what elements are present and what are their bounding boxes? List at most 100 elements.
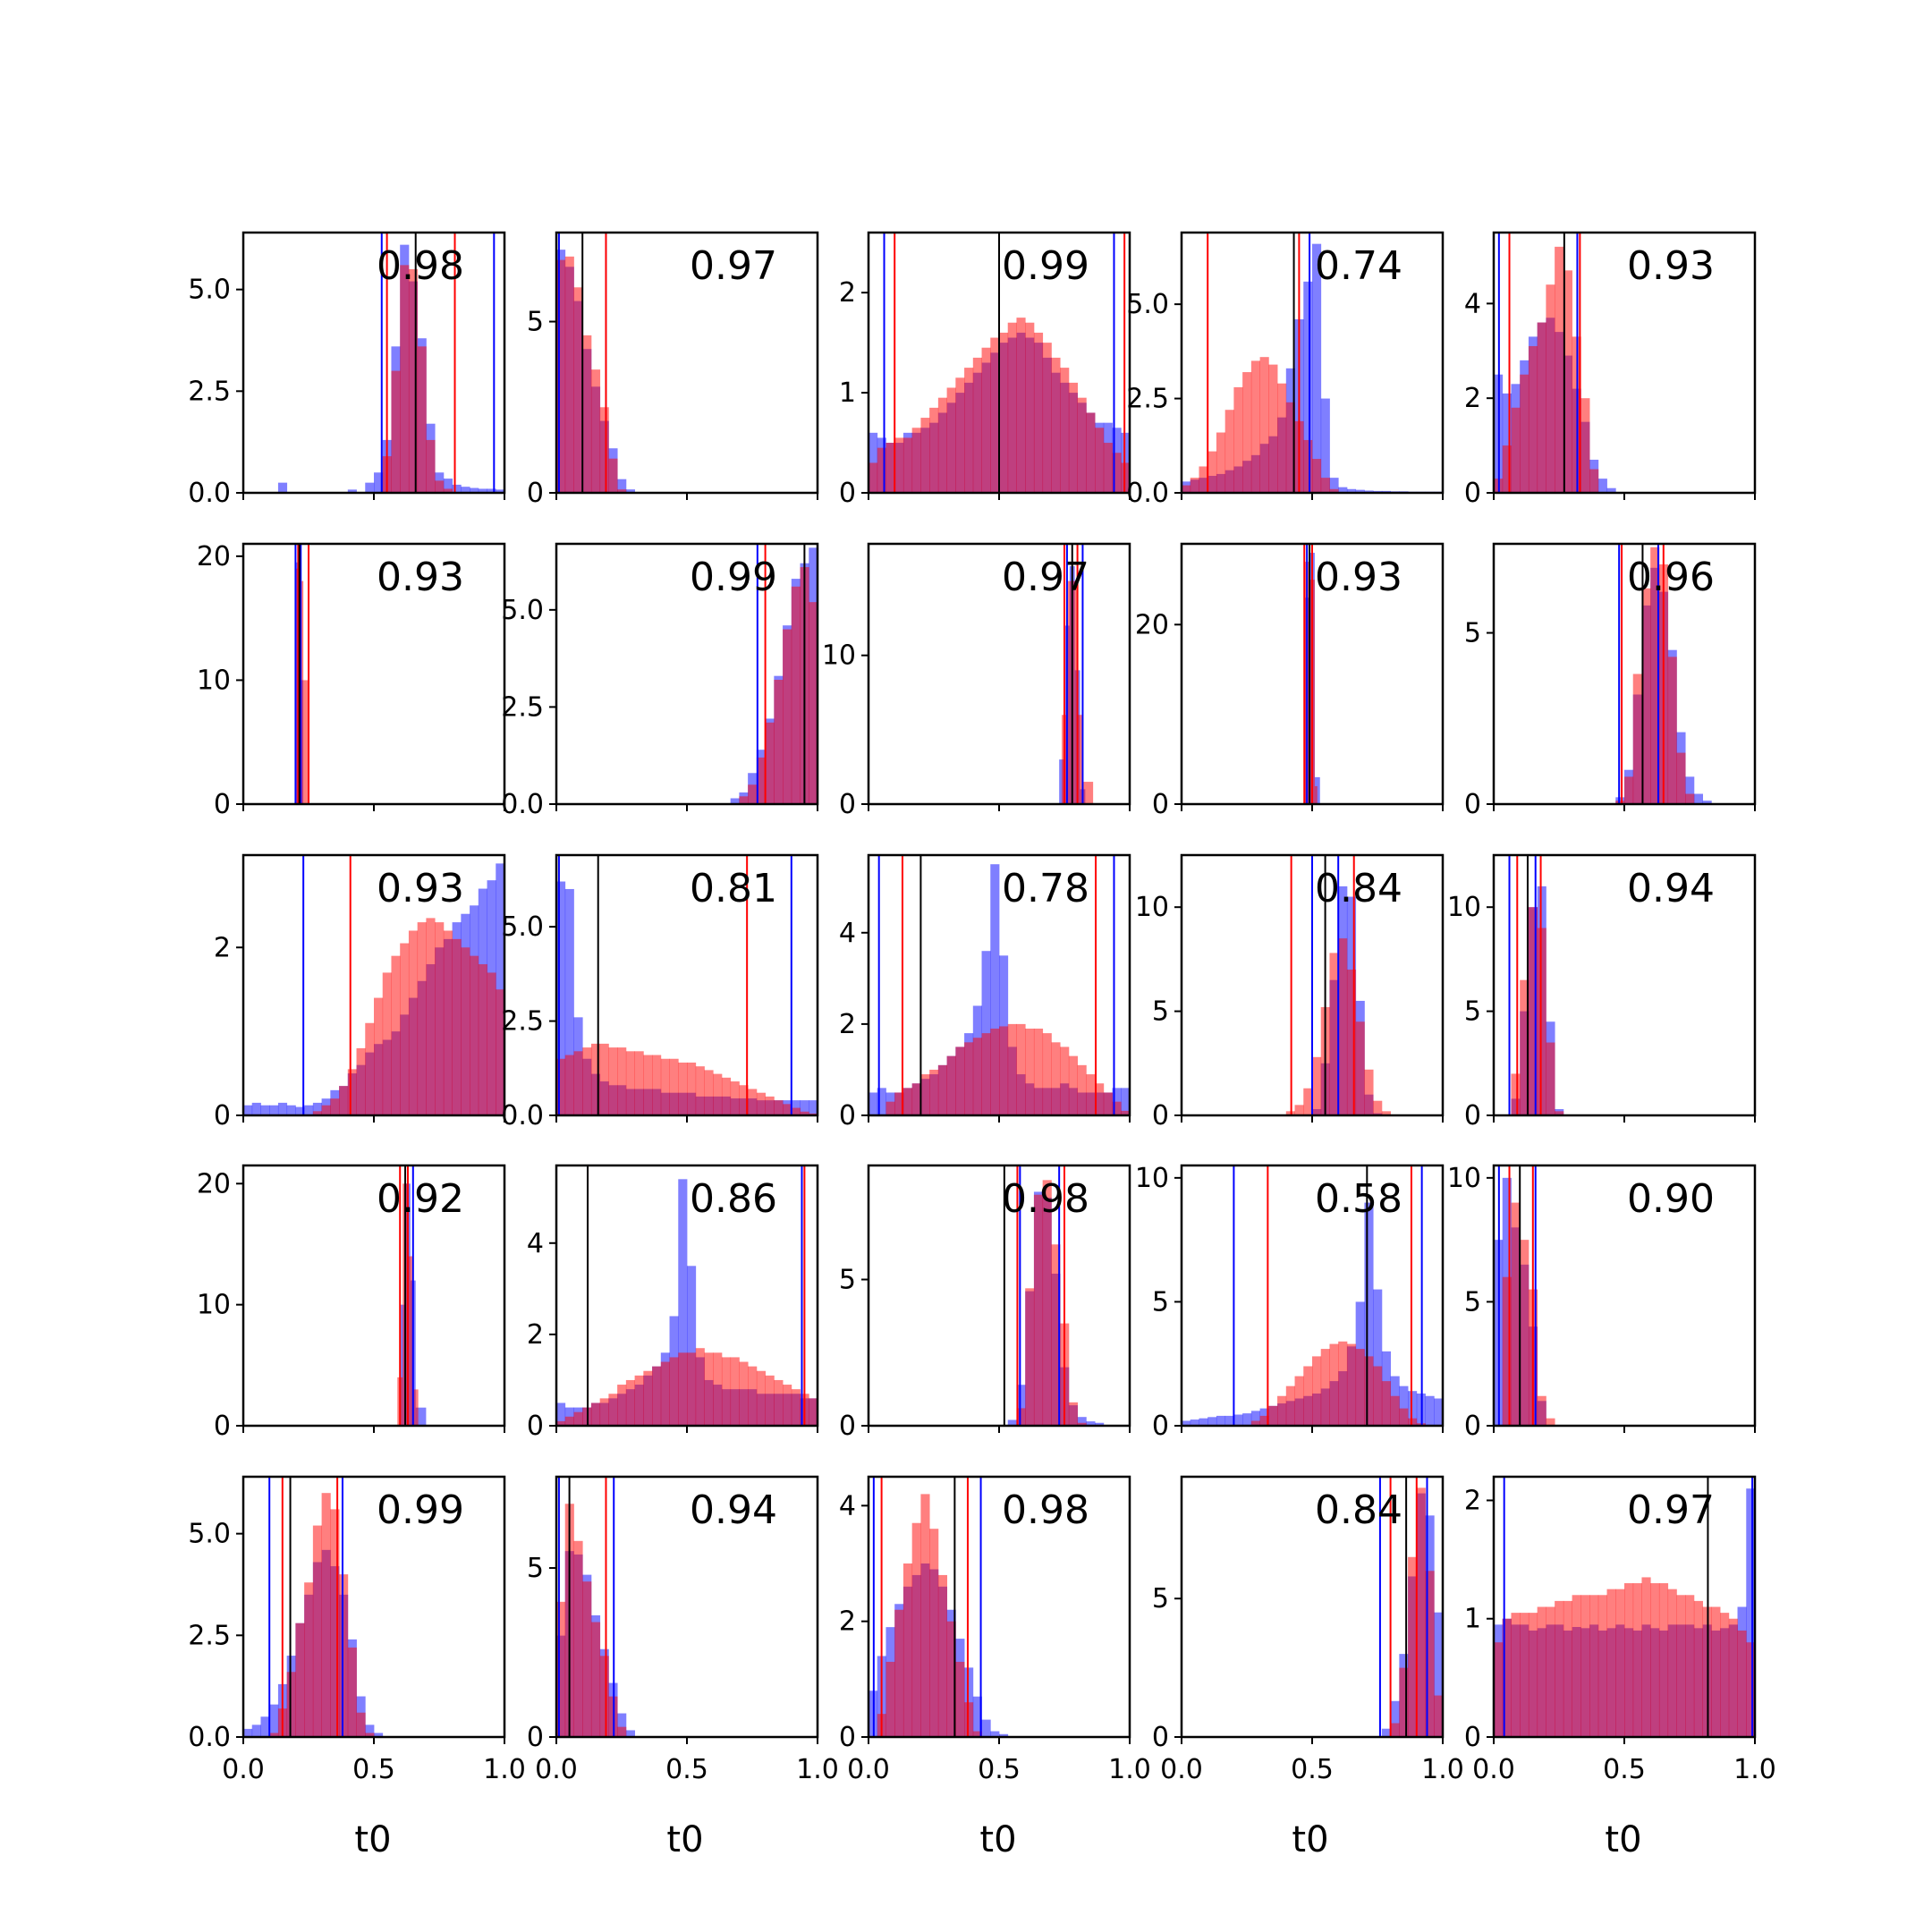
y-tick-label: 10 — [1135, 892, 1169, 923]
xlabel-col-3: t0 — [979, 1819, 1016, 1860]
histogram-panel: 0 5 10 0.94 — [1447, 853, 1757, 1131]
histogram-panel: 0 5 10 0.90 — [1447, 1163, 1757, 1442]
red-bar — [713, 1073, 723, 1115]
red-bar — [426, 918, 436, 1115]
red-bar — [1494, 1642, 1504, 1737]
red-bar — [1060, 1046, 1070, 1115]
blue-bar — [277, 482, 288, 493]
y-tick-label: 4 — [839, 918, 856, 949]
red-bar — [1016, 318, 1026, 493]
histogram-panel: 050.98 — [839, 1164, 1131, 1442]
y-tick-label: 5 — [1152, 1583, 1169, 1614]
panel-score-label: 0.90 — [1627, 1176, 1715, 1222]
red-bar — [1546, 284, 1555, 493]
red-bar — [304, 1582, 314, 1737]
red-bar — [972, 1038, 982, 1115]
red-bar — [391, 955, 401, 1115]
blue-bar — [269, 1704, 279, 1737]
red-bar — [739, 1361, 749, 1426]
red-bar — [946, 1055, 956, 1115]
red-bar — [443, 488, 453, 493]
red-bar — [1511, 407, 1521, 493]
red-bar — [1511, 1613, 1521, 1737]
histogram-panel: 0 2 4 0.0 0.5 1.0 0.98 — [839, 1475, 1151, 1785]
y-tick-label: 5.0 — [188, 275, 231, 306]
red-bar — [1624, 776, 1634, 804]
x-tick-label: 0.0 — [222, 1754, 265, 1785]
y-tick-label: 0.0 — [188, 1722, 231, 1753]
red-bar — [783, 629, 792, 804]
histogram-panel: 0 10 0.97 — [822, 542, 1131, 820]
blue-bar — [312, 1102, 322, 1115]
red-bar — [1528, 1613, 1538, 1737]
blue-bar — [1597, 479, 1607, 493]
red-bar — [365, 1022, 375, 1115]
red-bar — [739, 796, 749, 804]
red-bar — [1641, 588, 1651, 804]
red-bar — [556, 1058, 566, 1115]
panel-score-label: 0.74 — [1315, 243, 1402, 289]
red-bar — [999, 1026, 1009, 1115]
blue-bar — [1606, 487, 1616, 493]
red-bar — [295, 1623, 305, 1737]
red-bar — [1746, 1642, 1756, 1737]
y-tick-label: 2 — [839, 1606, 856, 1638]
red-bar — [356, 1712, 366, 1737]
y-tick-label: 0.0 — [501, 789, 544, 820]
blue-bar — [1095, 1422, 1105, 1426]
red-bar — [1033, 332, 1044, 493]
y-tick-label: 1 — [839, 377, 856, 409]
blue-bar — [1381, 1728, 1391, 1737]
red-bar — [426, 439, 436, 493]
y-tick-label: 0 — [1152, 1100, 1169, 1131]
y-tick-label: 10 — [197, 1290, 231, 1321]
blue-bar — [617, 479, 627, 493]
red-bar — [1685, 1595, 1695, 1737]
blue-bar — [260, 1716, 270, 1737]
blue-bar — [981, 1719, 991, 1737]
red-bar — [1268, 1405, 1278, 1426]
red-bar — [408, 930, 419, 1115]
red-bar — [643, 1055, 653, 1115]
red-bar — [748, 784, 758, 804]
blue-bar — [1685, 776, 1695, 804]
blue-bar — [1312, 243, 1322, 493]
red-bar — [599, 1043, 609, 1115]
red-bar — [886, 1101, 895, 1115]
red-bar — [748, 1366, 758, 1426]
blue-bar — [730, 798, 740, 804]
y-tick-label: 4 — [527, 1228, 544, 1259]
red-bar — [1555, 246, 1564, 493]
blue-bar — [251, 1724, 261, 1737]
red-bar — [1520, 1613, 1530, 1737]
red-bar — [1095, 428, 1105, 493]
blue-bar — [564, 888, 574, 1115]
red-bar — [972, 357, 982, 493]
red-bar — [1042, 343, 1052, 493]
blue-bar — [1216, 1415, 1226, 1426]
red-bar — [573, 1540, 583, 1737]
red-bar — [1082, 782, 1094, 804]
red-bar — [791, 1107, 801, 1115]
blue-bar — [365, 1724, 375, 1737]
blue-bar — [556, 1402, 566, 1426]
xlabel-col-5: t0 — [1605, 1819, 1641, 1860]
red-bar — [1112, 453, 1122, 493]
y-tick-label: 2.5 — [188, 1620, 231, 1651]
red-bar — [1425, 1571, 1435, 1737]
red-bar — [1546, 1042, 1555, 1115]
y-tick-label: 2 — [1464, 383, 1481, 414]
red-bar — [573, 1051, 583, 1115]
panel-score-label: 0.99 — [1002, 243, 1089, 289]
panel-score-label: 0.84 — [1315, 1487, 1402, 1533]
red-bar — [417, 922, 427, 1115]
red-bar — [1329, 1343, 1339, 1426]
blue-bar — [1373, 1289, 1383, 1426]
red-bar — [774, 1100, 784, 1115]
blue-bar — [251, 1102, 261, 1115]
blue-bar — [1693, 793, 1703, 804]
red-bar — [1259, 357, 1269, 493]
blue-bar — [1364, 490, 1374, 493]
red-bar — [617, 1047, 627, 1115]
red-bar — [1312, 1356, 1322, 1426]
